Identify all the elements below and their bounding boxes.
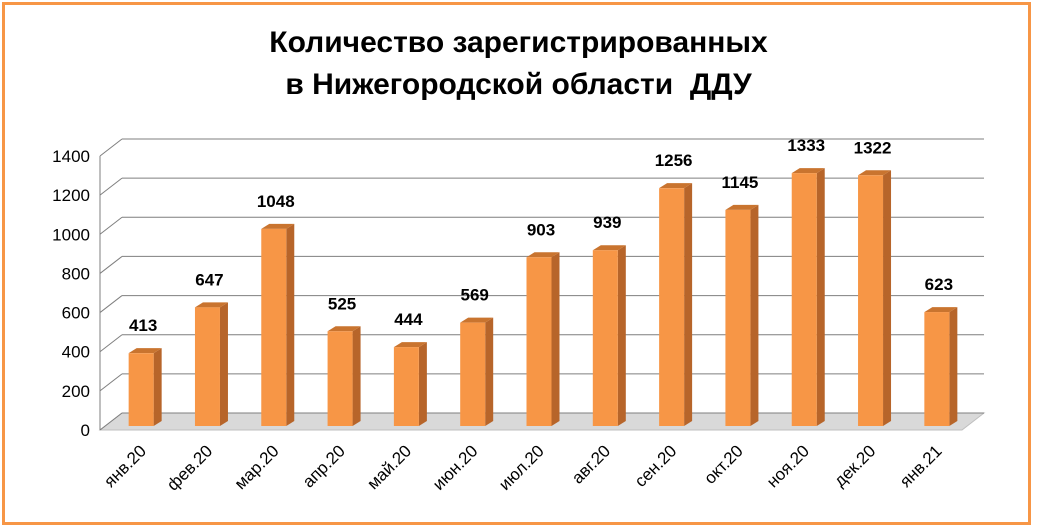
gridline-depth xyxy=(99,373,123,392)
gridline-depth xyxy=(99,138,123,157)
bar xyxy=(460,322,486,426)
x-tick-label: июн.20 xyxy=(429,441,482,494)
bar xyxy=(924,312,950,426)
x-tick-label: дек.20 xyxy=(830,441,879,490)
y-tick-label: 800 xyxy=(62,264,90,283)
bar-side xyxy=(949,307,958,426)
bar-side xyxy=(551,252,560,426)
chart-title-line-2: в Нижегородской области ДДУ xyxy=(285,68,752,101)
bar-top xyxy=(261,223,295,229)
x-tick-label: май.20 xyxy=(363,441,415,493)
bar xyxy=(526,257,552,426)
bar-top xyxy=(791,168,825,174)
x-tick-label: фев.20 xyxy=(163,441,216,494)
x-tick-label: июл.20 xyxy=(495,441,548,494)
gridline-depth xyxy=(99,334,123,353)
bar-side xyxy=(750,204,759,426)
bar-side xyxy=(684,183,693,426)
bar xyxy=(194,307,220,426)
bar-value-label: 1256 xyxy=(655,151,693,170)
bar xyxy=(592,250,618,426)
bar-side xyxy=(352,326,361,426)
bar-side xyxy=(816,168,825,426)
bar xyxy=(393,347,419,426)
bar-top xyxy=(659,183,693,189)
chart-title-line-1: Количество зарегистрированных xyxy=(269,26,768,59)
bar-side xyxy=(485,317,494,426)
bar-top xyxy=(128,348,162,354)
bar xyxy=(858,175,884,426)
bar-top xyxy=(460,317,494,323)
bar xyxy=(791,173,817,426)
bar-top xyxy=(194,302,228,308)
bar-top xyxy=(327,326,361,332)
bar-side xyxy=(219,302,228,426)
chart-title: Количество зарегистрированных в Нижегоро… xyxy=(0,22,1037,106)
bar-top xyxy=(592,245,626,251)
x-tick-label: янв.20 xyxy=(100,441,150,491)
y-tick-label: 1000 xyxy=(52,225,90,244)
x-tick-label: окт.20 xyxy=(700,441,746,487)
bar xyxy=(725,209,751,426)
y-tick-label: 0 xyxy=(81,421,90,440)
gridline-depth xyxy=(99,177,123,196)
bar-value-label: 525 xyxy=(328,294,356,313)
x-tick-label: сен.20 xyxy=(631,441,680,490)
gridline-depth xyxy=(99,256,123,274)
x-tick-label: ноя.20 xyxy=(763,441,813,491)
bar-top xyxy=(725,204,759,210)
bar-top xyxy=(858,170,892,176)
bar-value-label: 569 xyxy=(461,286,489,305)
bar-value-label: 903 xyxy=(527,220,555,239)
x-tick-label: янв.21 xyxy=(896,441,946,491)
bar-value-label: 1333 xyxy=(787,136,825,155)
bar-side xyxy=(286,223,295,426)
bar-side xyxy=(153,348,162,426)
bar-value-label: 1048 xyxy=(257,192,295,211)
gridline-depth xyxy=(99,295,123,313)
bar-value-label: 647 xyxy=(195,270,223,289)
bar-side xyxy=(617,245,626,426)
bar-side xyxy=(883,170,892,426)
y-tick-label: 600 xyxy=(62,304,90,323)
y-tick-label: 1400 xyxy=(52,147,90,166)
bar-value-label: 1322 xyxy=(854,138,892,157)
y-tick-label: 200 xyxy=(62,382,90,401)
bar-value-label: 623 xyxy=(925,275,953,294)
bar xyxy=(128,353,154,426)
bar xyxy=(659,188,685,426)
bar-top xyxy=(526,252,560,258)
bar-top xyxy=(393,342,427,348)
y-tick-label: 400 xyxy=(62,343,90,362)
bar xyxy=(327,331,353,426)
bar-value-label: 1145 xyxy=(721,173,758,192)
bar-value-label: 413 xyxy=(129,316,157,335)
x-tick-label: мар.20 xyxy=(231,441,283,493)
bar-value-label: 444 xyxy=(394,310,423,329)
y-tick-label: 1200 xyxy=(52,186,90,205)
x-tick-label: авг.20 xyxy=(568,441,614,487)
bar xyxy=(261,228,287,426)
gridline-depth xyxy=(99,412,123,431)
bar-top xyxy=(924,307,958,313)
gridline-depth xyxy=(99,216,123,235)
x-tick-label: апр.20 xyxy=(299,441,349,491)
bar-value-label: 939 xyxy=(593,213,621,232)
bar-side xyxy=(418,342,427,426)
